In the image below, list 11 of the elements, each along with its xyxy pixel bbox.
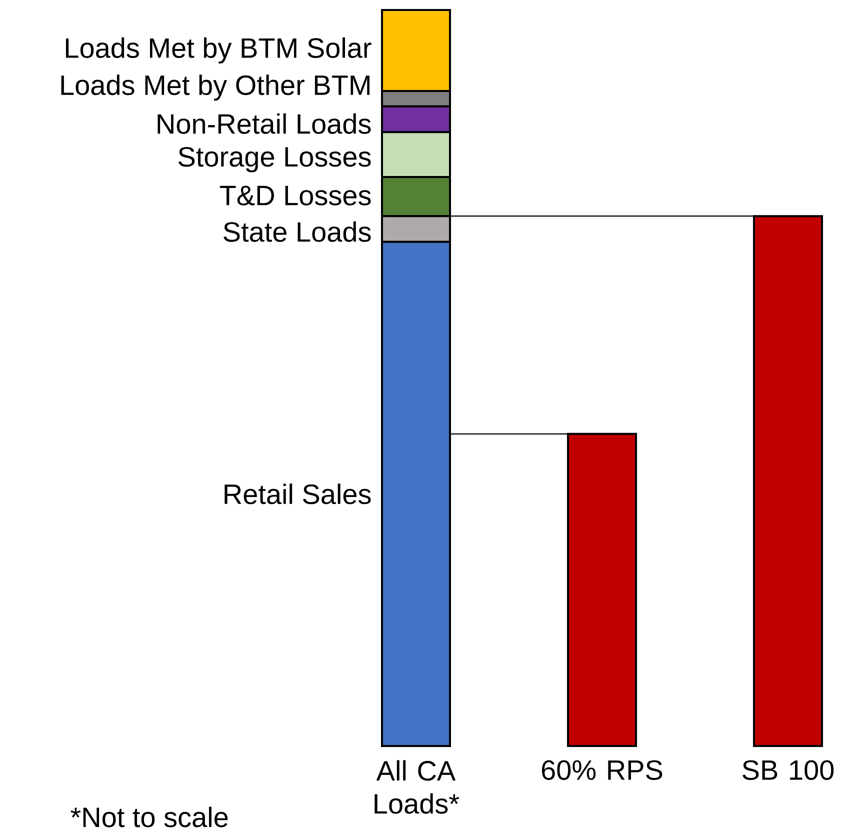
series-label: Storage Losses: [178, 146, 371, 172]
x-tick-label: All CA Loads*: [374, 760, 460, 814]
series-label: Retail Sales: [224, 484, 371, 504]
series-label: Loads Met by BTM Solar: [66, 37, 372, 64]
text: *Not to scale: [70, 806, 228, 828]
series-label: Non-Retail Loads: [158, 113, 371, 134]
x-tick-label: 60% RPS: [542, 760, 662, 780]
series-label: State Loads: [224, 221, 371, 242]
x-tick-label: SB 100: [742, 760, 834, 780]
series-label: Loads Met by Other BTM: [61, 74, 370, 101]
series-label: T&D Losses: [220, 186, 371, 206]
